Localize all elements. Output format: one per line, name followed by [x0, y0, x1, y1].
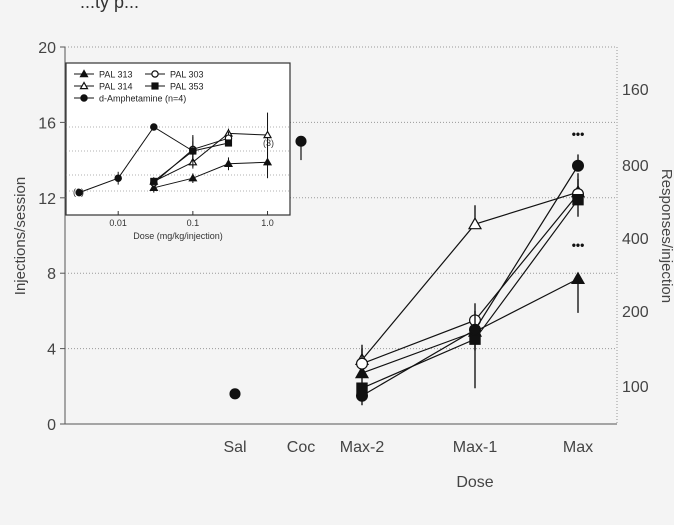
y-tick-label: 4	[47, 342, 56, 359]
x-category-label: Sal	[223, 439, 246, 456]
y-axis-title-right: Responses/injection	[658, 169, 674, 303]
main-chart: 0 4 8 12 16 20 100 200 400 800 160 Injections/sessi…	[12, 40, 674, 491]
legend-label: PAL 353	[170, 82, 204, 92]
x-axis-title: Dose	[456, 474, 493, 491]
data-point	[356, 357, 369, 370]
right-tick-label: 400	[622, 231, 649, 248]
data-point	[354, 365, 370, 379]
data-point	[295, 135, 307, 147]
inset-data-point	[189, 147, 197, 155]
legend-label: PAL 303	[170, 70, 204, 80]
legend-marker	[151, 82, 159, 90]
legend-label: PAL 314	[99, 82, 133, 92]
x-category-label: Coc	[287, 439, 315, 456]
inset-data-point	[150, 123, 158, 131]
legend-marker	[80, 94, 88, 102]
right-tick-label: 160	[622, 82, 649, 99]
significance-marker: •••	[572, 238, 585, 252]
inset-x-tick-label: 0.1	[187, 218, 200, 228]
x-category-label: Max	[563, 439, 593, 456]
inset-x-tick-label: 1.0	[261, 218, 274, 228]
y-tick-label: 16	[38, 115, 56, 132]
data-point	[572, 193, 584, 206]
y-tick-label: 0	[47, 417, 56, 434]
header-text: ...ty p...	[80, 0, 139, 12]
right-tick-label: 200	[622, 304, 649, 321]
data-point	[469, 323, 482, 336]
inset-data-point	[75, 188, 83, 197]
inset-chart: 0.01 0.1 1.0 Dose (mg/kg/injection) PAL 313 P…	[65, 62, 291, 241]
inset-x-tick-label: 0.01	[109, 218, 127, 228]
inset-data-point	[149, 183, 159, 192]
y-tick-label: 20	[38, 40, 56, 57]
legend-label: d-Amphetamine (n=4)	[99, 94, 186, 104]
inset-series-line	[153, 132, 268, 182]
inset-data-point	[188, 173, 198, 182]
significance-marker: •••	[572, 127, 585, 141]
data-point	[229, 388, 241, 400]
inset-data-point	[262, 130, 273, 139]
inset-data-point	[150, 177, 158, 185]
legend-marker	[79, 69, 89, 78]
right-tick-label: 100	[622, 379, 649, 396]
x-category-label: Max-1	[453, 439, 498, 456]
x-category-label: Max-2	[340, 439, 385, 456]
y-tick-label: 12	[38, 191, 56, 208]
inset-series-line	[153, 161, 268, 189]
inset-data-point	[262, 157, 273, 166]
inset-frame	[65, 62, 291, 216]
data-point	[467, 216, 483, 230]
data-point	[571, 159, 584, 172]
y-axis-title: Injections/session	[12, 177, 29, 295]
legend-marker	[79, 81, 89, 90]
inset-x-axis-title: Dose (mg/kg/injection)	[133, 231, 223, 241]
legend-label: PAL 313	[99, 70, 133, 80]
data-point	[570, 271, 586, 284]
y-tick-label: 8	[47, 266, 56, 283]
inset-annotation: (3)	[263, 138, 274, 148]
inset-series-line	[78, 126, 194, 194]
legend-marker	[151, 70, 159, 78]
inset-data-point	[224, 139, 233, 147]
data-point	[356, 389, 369, 402]
right-tick-label: 800	[622, 158, 649, 175]
inset-data-point	[223, 159, 234, 168]
inset-data-point	[114, 174, 122, 182]
series-line	[361, 278, 579, 374]
